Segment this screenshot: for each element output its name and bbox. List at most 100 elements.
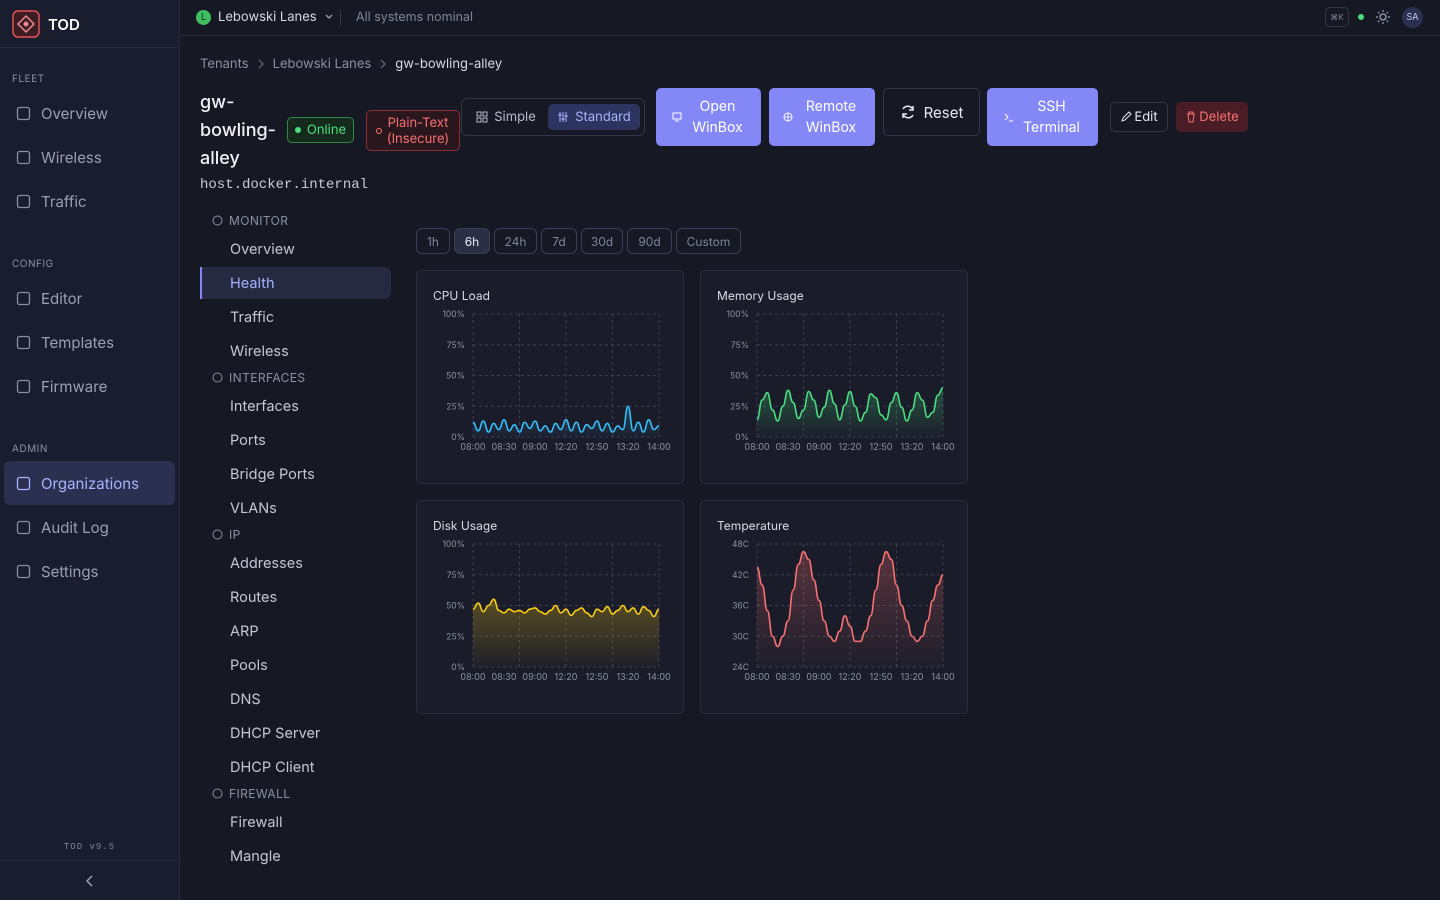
subnav-item[interactable]: Pools <box>200 649 391 681</box>
time-range-button[interactable]: 1h <box>416 228 450 254</box>
subnav-item[interactable]: DHCP Server <box>200 717 391 749</box>
nav-item[interactable]: Audit Log <box>4 505 175 549</box>
x-tick-label: 12:50 <box>870 442 893 453</box>
nav-icon <box>16 476 31 491</box>
x-tick-label: 08:00 <box>460 442 486 453</box>
nav-item[interactable]: Firmware <box>4 364 175 408</box>
subnav-item[interactable]: Health <box>200 267 391 299</box>
subnav-item[interactable]: DNS <box>200 683 391 715</box>
y-tick-label: 25% <box>730 402 749 412</box>
nav-section-label: FLEET <box>12 73 45 85</box>
nav-item-label: Audit Log <box>41 518 109 537</box>
time-range-button[interactable]: 6h <box>454 228 490 254</box>
subnav-item[interactable]: Firewall <box>200 806 391 838</box>
warning-text: Plain-Text (Insecure) <box>383 115 453 147</box>
x-tick-label: 09:00 <box>806 672 832 683</box>
breadcrumb-link[interactable]: Tenants <box>200 56 249 72</box>
device-name: gw-bowling-alley <box>200 89 280 173</box>
nav-item[interactable]: Editor <box>4 276 175 320</box>
brand-name: TOD <box>48 15 80 34</box>
time-range-button[interactable]: 7d <box>541 228 577 254</box>
x-tick-label: 08:00 <box>460 672 486 683</box>
trash-icon <box>1185 111 1197 123</box>
nav-item[interactable]: Templates <box>4 320 175 364</box>
subnav-item[interactable]: Ports <box>200 424 391 456</box>
section-icon <box>212 788 223 799</box>
device-host: host.docker.internal <box>200 177 368 193</box>
subnav-item[interactable]: Wireless <box>200 335 391 367</box>
subnav-item[interactable]: Addresses <box>200 547 391 579</box>
nav-item-label: Wireless <box>41 148 102 167</box>
sidebar: TOD FLEETOverviewWirelessTrafficCONFIGEd… <box>0 0 180 900</box>
nav-item-label: Firmware <box>41 377 107 396</box>
time-range-button[interactable]: 30d <box>581 228 623 254</box>
theme-toggle[interactable] <box>1375 9 1391 25</box>
command-shortcut[interactable]: ⌘K <box>1325 7 1349 27</box>
subnav-item[interactable]: Bridge Ports <box>200 458 391 490</box>
y-tick-label: 100% <box>442 310 465 320</box>
time-range-button[interactable]: Custom <box>676 228 741 254</box>
status-dot <box>295 127 301 133</box>
reset-button[interactable]: Reset <box>883 88 980 136</box>
y-tick-label: 75% <box>447 571 465 581</box>
x-tick-label: 12:20 <box>839 442 862 453</box>
view-simple[interactable]: Simple <box>467 104 545 130</box>
icon-shape <box>213 373 222 382</box>
subnav-item[interactable]: Routes <box>200 581 391 613</box>
nav-item[interactable]: Traffic <box>4 179 175 223</box>
icon-shape <box>213 789 222 798</box>
subnav-item[interactable]: DHCP Client <box>200 751 391 783</box>
subnav-item[interactable]: Overview <box>200 233 391 265</box>
view-label: Simple <box>494 107 536 128</box>
tenant-name: Lebowski Lanes <box>218 9 317 25</box>
y-tick-label: 100% <box>726 310 749 320</box>
nav-section-label: ADMIN <box>12 443 48 455</box>
nav-item-label: Settings <box>41 562 98 581</box>
x-tick-label: 08:00 <box>744 672 770 683</box>
nav-item[interactable]: Wireless <box>4 135 175 179</box>
x-tick-label: 12:20 <box>839 672 862 683</box>
x-tick-label: 08:00 <box>744 442 770 453</box>
x-tick-label: 14:00 <box>647 672 671 683</box>
nav-item[interactable]: Settings <box>4 549 175 593</box>
nav-item-label: Traffic <box>41 192 87 211</box>
remote-winbox-button[interactable]: Remote WinBox <box>769 88 875 146</box>
subnav-item[interactable]: Mangle <box>200 840 391 872</box>
time-range-button[interactable]: 90d <box>627 228 672 254</box>
x-tick-label: 09:00 <box>522 672 548 683</box>
icon-shape <box>213 530 222 539</box>
delete-button[interactable]: Delete <box>1176 102 1248 132</box>
version: TOD v9.5 <box>0 842 179 852</box>
x-tick-label: 14:00 <box>647 442 671 453</box>
subnav-section-text: IP <box>229 527 241 542</box>
icon-shape <box>18 380 30 392</box>
user-avatar[interactable]: SA <box>1402 7 1423 28</box>
subnav-item[interactable]: Traffic <box>200 301 391 333</box>
time-range-button[interactable]: 24h <box>494 228 537 254</box>
tenant-switcher[interactable]: L Lebowski Lanes <box>196 9 334 25</box>
x-tick-label: 13:20 <box>901 672 924 683</box>
breadcrumb-link[interactable]: Lebowski Lanes <box>273 56 372 72</box>
x-tick-label: 13:20 <box>901 442 924 453</box>
ssh-terminal-button[interactable]: SSH Terminal <box>987 88 1098 146</box>
nav-item-label: Organizations <box>41 474 139 493</box>
collapse-button[interactable] <box>0 860 179 900</box>
x-tick-label: 12:50 <box>586 672 609 683</box>
open-winbox-button[interactable]: Open WinBox <box>656 88 761 146</box>
subnav-item[interactable]: ARP <box>200 615 391 647</box>
button-label: Reset <box>924 102 964 123</box>
view-standard[interactable]: Standard <box>548 104 640 130</box>
edit-button[interactable]: Edit <box>1110 102 1168 132</box>
nav-item[interactable]: Overview <box>4 91 175 135</box>
x-tick-label: 09:00 <box>522 442 548 453</box>
section-icon <box>212 529 223 540</box>
button-label: Remote WinBox <box>801 96 861 138</box>
top-bar: L Lebowski Lanes All systems nominal ⌘K … <box>180 0 1440 36</box>
subnav-item[interactable]: VLANs <box>200 492 391 524</box>
x-tick-label: 12:50 <box>586 442 609 453</box>
y-tick-label: 25% <box>446 632 465 642</box>
chevron-down <box>324 13 334 21</box>
nav-item[interactable]: Organizations <box>4 461 175 505</box>
chart-card: Disk Usage0%25%50%75%100%08:0008:3009:00… <box>416 500 684 714</box>
subnav-item[interactable]: Interfaces <box>200 390 391 422</box>
